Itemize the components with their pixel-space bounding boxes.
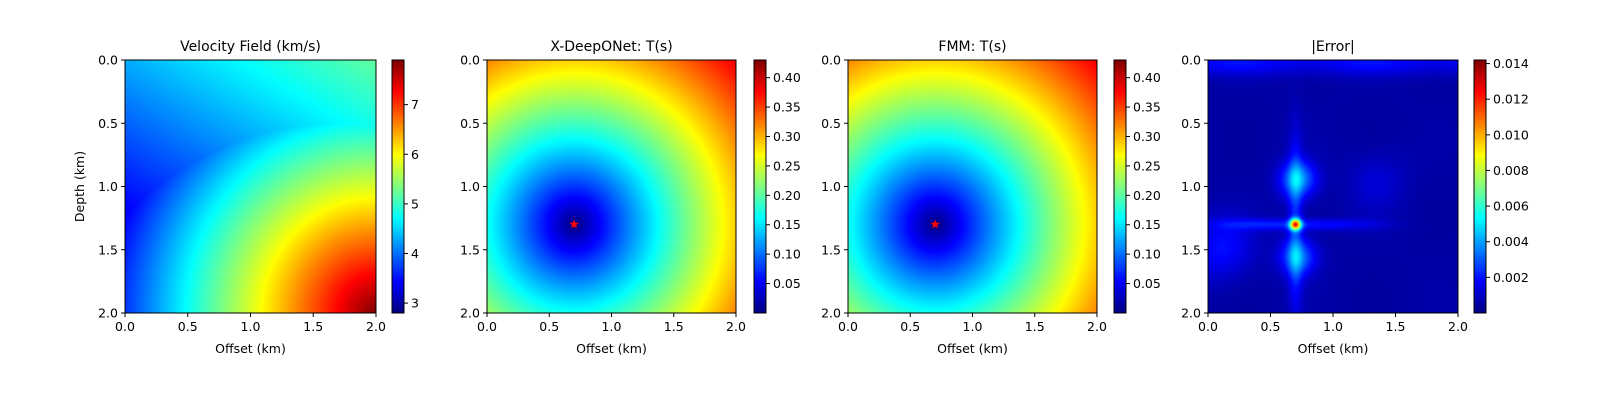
colorbar-tick-label: 0.10 (1133, 247, 1161, 262)
panel-title: Velocity Field (km/s) (180, 39, 321, 55)
y-tick-label: 0.5 (98, 116, 118, 131)
colorbar-tick-label: 0.40 (1133, 70, 1161, 85)
y-tick-label: 2.0 (98, 306, 118, 321)
y-tick-label: 1.0 (821, 179, 841, 194)
x-axis-label: Offset (km) (576, 341, 647, 356)
colorbar-tick-label: 0.30 (1133, 129, 1161, 144)
x-tick-label: 1.5 (1386, 319, 1406, 334)
colorbar (1474, 60, 1486, 313)
x-tick-label: 0.5 (1261, 319, 1281, 334)
colorbar-tick-label: 0.012 (1493, 92, 1529, 107)
colorbar-tick-label: 0.35 (773, 100, 801, 115)
colorbar-tick-label: 3 (411, 296, 419, 311)
y-tick-label: 2.0 (1181, 306, 1201, 321)
colorbar-tick-label: 0.30 (773, 129, 801, 144)
y-tick-label: 0.0 (98, 53, 118, 68)
x-axis-label: Offset (km) (1298, 341, 1369, 356)
x-tick-label: 0.5 (539, 319, 559, 334)
colorbar-frame (753, 59, 767, 314)
colorbar-tick-label: 0.05 (773, 276, 801, 291)
x-tick-label: 2.0 (726, 319, 746, 334)
colorbar-tick-label: 0.35 (1133, 100, 1161, 115)
colorbar-tick-label: 0.006 (1493, 199, 1529, 214)
x-tick-label: 1.0 (1323, 319, 1343, 334)
x-tick-label: 0.0 (1198, 319, 1218, 334)
colorbar-frame (1473, 59, 1487, 314)
y-tick-label: 1.0 (1181, 179, 1201, 194)
x-tick-label: 0.0 (477, 319, 497, 334)
colorbar-tick-label: 0.25 (773, 158, 801, 173)
colorbar-frame (391, 59, 405, 314)
x-tick-label: 1.0 (241, 319, 261, 334)
colorbar-tick-label: 0.008 (1493, 163, 1529, 178)
colorbar-tick-label: 0.20 (1133, 188, 1161, 203)
y-tick-label: 2.0 (460, 306, 480, 321)
source-star-icon (569, 219, 579, 229)
x-tick-label: 0.0 (838, 319, 858, 334)
colorbar-tick-label: 0.014 (1493, 56, 1529, 71)
x-tick-label: 2.0 (366, 319, 386, 334)
y-tick-label: 0.0 (460, 53, 480, 68)
x-tick-label: 1.5 (664, 319, 684, 334)
x-tick-label: 2.0 (1087, 319, 1107, 334)
panel-title: FMM: T(s) (938, 39, 1006, 55)
x-tick-label: 1.5 (303, 319, 323, 334)
colorbar (392, 60, 404, 313)
y-tick-label: 2.0 (821, 306, 841, 321)
panel-title: |Error| (1311, 39, 1355, 55)
colorbar-frame (1113, 59, 1127, 314)
x-tick-label: 1.0 (963, 319, 983, 334)
x-axis-label: Offset (km) (215, 341, 286, 356)
y-tick-label: 0.5 (460, 116, 480, 131)
panel-4: |Error|0.0 0.5 1.0 1.5 2.00.00.51.01.52.0Off… (1181, 39, 1529, 356)
colorbar-tick-label: 6 (411, 147, 419, 162)
x-tick-label: 1.5 (1025, 319, 1045, 334)
colorbar-tick-label: 0.20 (773, 188, 801, 203)
colorbar-tick-label: 0.05 (1133, 276, 1161, 291)
heatmap-image (125, 60, 376, 313)
heatmap-image (487, 60, 736, 313)
x-axis-label: Offset (km) (937, 341, 1008, 356)
y-tick-label: 1.0 (98, 179, 118, 194)
colorbar-tick-label: 0.010 (1493, 127, 1529, 142)
panel-title: X-DeepONet: T(s) (550, 39, 672, 55)
colorbar (754, 60, 766, 313)
x-tick-label: 2.0 (1448, 319, 1468, 334)
colorbar-tick-label: 0.10 (773, 247, 801, 262)
colorbar-tick-label: 0.15 (1133, 217, 1161, 232)
colorbar-tick-label: 5 (411, 196, 419, 211)
heatmap-image (1208, 60, 1458, 313)
colorbar-tick-label: 0.40 (773, 70, 801, 85)
y-tick-label: 0.5 (1181, 116, 1201, 131)
x-tick-label: 0.5 (900, 319, 920, 334)
x-tick-label: 0.0 (115, 319, 135, 334)
colorbar (1114, 60, 1126, 313)
y-tick-label: 1.5 (98, 242, 118, 257)
x-tick-label: 1.0 (602, 319, 622, 334)
colorbar-tick-label: 0.25 (1133, 158, 1161, 173)
y-tick-label: 0.0 (821, 53, 841, 68)
colorbar-tick-label: 0.004 (1493, 234, 1529, 249)
y-tick-label: 1.5 (1181, 242, 1201, 257)
y-tick-label: 1.5 (460, 242, 480, 257)
y-tick-label: 1.5 (821, 242, 841, 257)
source-star-icon (930, 219, 940, 229)
panel-1: Velocity Field (km/s)0.0 0.5 1.0 1.5 2.00.00… (72, 39, 419, 356)
panel-2: X-DeepONet: T(s)0.0 0.5 1.0 1.5 2.00.00.51.0… (460, 39, 801, 356)
y-tick-label: 0.0 (1181, 53, 1201, 68)
y-axis-label: Depth (km) (72, 151, 87, 222)
colorbar-tick-label: 0.15 (773, 217, 801, 232)
colorbar-tick-label: 0.002 (1493, 270, 1529, 285)
colorbar-tick-label: 4 (411, 246, 419, 261)
x-tick-label: 0.5 (178, 319, 198, 334)
y-tick-label: 1.0 (460, 179, 480, 194)
heatmap-image (848, 60, 1097, 313)
colorbar-tick-label: 7 (411, 97, 419, 112)
y-tick-label: 0.5 (821, 116, 841, 131)
panel-3: FMM: T(s)0.0 0.5 1.0 1.5 2.00.00.51.01.52.0O… (821, 39, 1161, 356)
